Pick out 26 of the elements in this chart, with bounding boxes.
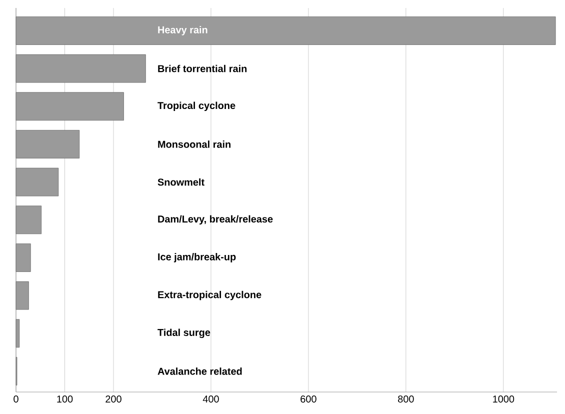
- x-tick-label: 200: [106, 396, 122, 403]
- y-tick-label: Dam/Levy, break/release: [158, 215, 273, 225]
- bar: [16, 16, 556, 45]
- y-tick-label: Avalanche related: [158, 368, 242, 375]
- y-tick-label: Ice jam/break-up: [158, 253, 236, 262]
- bar: [16, 130, 80, 158]
- x-tick-label: 100: [57, 396, 73, 403]
- y-tick-label: Brief torrential rain: [158, 64, 247, 72]
- y-tick-label: Tidal surge: [158, 328, 210, 338]
- y-tick-label: Monsoonal rain: [158, 140, 230, 148]
- bar: [16, 243, 31, 272]
- y-tick-label: Extra-tropical cyclone: [158, 290, 262, 300]
- y-tick-label: Snowmelt: [158, 178, 204, 186]
- bar: [16, 206, 42, 234]
- x-tick-label: 0: [14, 396, 18, 403]
- x-tick-label: 1000: [493, 396, 514, 403]
- y-tick-label: Heavy rain: [158, 26, 208, 36]
- bar: [16, 54, 146, 83]
- x-tick-label: 600: [300, 396, 316, 403]
- x-tick-label: 400: [202, 396, 219, 403]
- bar: [16, 281, 29, 310]
- x-tick-label: 800: [398, 396, 414, 403]
- bar: [16, 168, 59, 196]
- y-tick-label: Tropical cyclone: [158, 102, 236, 112]
- bar: [16, 319, 20, 348]
- bar: [16, 92, 124, 121]
